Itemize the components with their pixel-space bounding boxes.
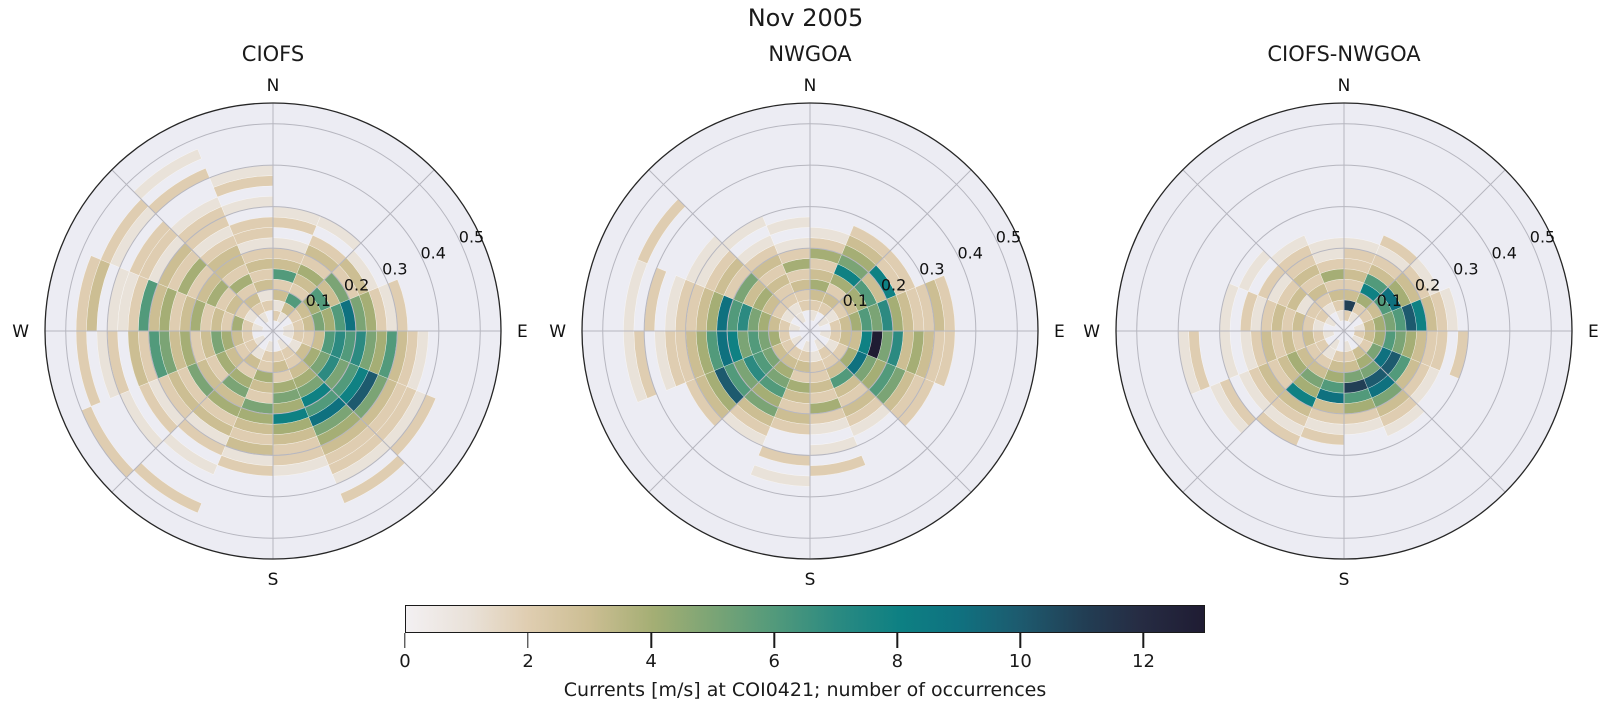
r-tick-label: 0.1 xyxy=(1377,291,1402,310)
compass-label-w: W xyxy=(549,322,566,342)
r-tick-label: 0.2 xyxy=(344,275,369,294)
plot-title-ciofs-nwgoa: CIOFS-NWGOA xyxy=(1267,42,1421,66)
polar-cell xyxy=(1270,234,1309,266)
compass-label-w: W xyxy=(1083,322,1100,342)
grid-spoke xyxy=(111,169,274,332)
colorbar-label: Currents [m/s] at COI0421; number of occ… xyxy=(563,679,1047,701)
colorbar-tick-label: 4 xyxy=(645,651,657,672)
polar-cell xyxy=(75,255,101,332)
plot-title-ciofs: CIOFS xyxy=(241,42,305,66)
compass-label-n: N xyxy=(267,76,280,96)
compass-label-s: S xyxy=(805,570,816,590)
grid-spoke xyxy=(1182,330,1345,493)
colorbar-tick xyxy=(527,633,529,648)
polar-cell xyxy=(133,148,202,200)
colorbar-tick-label: 6 xyxy=(768,651,780,672)
compass-label-n: N xyxy=(1338,76,1351,96)
r-tick-label: 0.1 xyxy=(843,291,868,310)
r-tick-label: 0.1 xyxy=(306,291,331,310)
r-tick-label: 0.3 xyxy=(919,259,944,278)
colorbar-tick xyxy=(1019,633,1022,648)
polar-plot-ciofs: 0.1 0.2 0.3 0.4 0.5 N S W E xyxy=(12,76,528,590)
polar-cell xyxy=(1383,403,1425,437)
polar-cell xyxy=(934,330,956,387)
grid-spoke xyxy=(272,330,435,493)
r-tick-label: 0.5 xyxy=(459,228,484,247)
colorbar-tick-label: 8 xyxy=(891,651,904,672)
compass-label-n: N xyxy=(804,76,817,96)
compass-label-s: S xyxy=(268,570,279,590)
compass-label-e: E xyxy=(517,322,528,342)
r-tick-label: 0.4 xyxy=(420,244,445,263)
colorbar-gradient xyxy=(405,605,1205,633)
colorbar-tick xyxy=(650,633,652,648)
colorbar-tick-label: 10 xyxy=(1008,651,1032,672)
compass-label-e: E xyxy=(1054,322,1065,342)
polar-cell xyxy=(664,275,686,332)
colorbar-tick xyxy=(1142,633,1145,648)
compass-label-s: S xyxy=(1339,570,1350,590)
polar-plot-nwgoa: 0.1 0.2 0.3 0.4 0.5 N S W E xyxy=(549,76,1065,590)
grid-spoke xyxy=(648,330,811,493)
outer-spine xyxy=(44,102,502,560)
colorbar-tick-label: 0 xyxy=(399,651,411,672)
compass-label-e: E xyxy=(1588,322,1599,342)
grid-spoke xyxy=(1343,169,1506,332)
colorbar-tick xyxy=(404,633,406,648)
r-tick-label: 0.3 xyxy=(382,259,407,278)
polar-plot-ciofs-nwgoa: 0.1 0.2 0.3 0.4 0.5 N S W E xyxy=(1083,76,1599,590)
r-tick-label: 0.2 xyxy=(1415,275,1440,294)
figure-suptitle: Nov 2005 xyxy=(747,4,864,32)
colorbar-tick xyxy=(773,633,775,648)
outer-spine xyxy=(581,102,1039,560)
polar-cell xyxy=(750,464,811,487)
plot-title-nwgoa: NWGOA xyxy=(768,42,852,66)
grid-spoke xyxy=(648,169,811,332)
grid-spoke xyxy=(1343,330,1506,493)
r-tick-label: 0.2 xyxy=(881,275,906,294)
compass-label-w: W xyxy=(12,322,29,342)
r-tick-label: 0.4 xyxy=(1491,244,1516,263)
polar-cell xyxy=(340,455,406,504)
r-tick-label: 0.4 xyxy=(957,244,982,263)
colorbar-block: 0 2 4 6 8 10 12 Currents [m/s] at COI0421; num… xyxy=(399,605,1205,715)
colorbar-tick-label: 2 xyxy=(522,651,534,672)
r-tick-label: 0.5 xyxy=(1530,228,1555,247)
outer-spine xyxy=(1115,102,1573,560)
grid-spoke xyxy=(272,169,435,332)
grid-spoke xyxy=(809,330,972,493)
grid-spoke xyxy=(809,169,972,332)
r-tick-label: 0.3 xyxy=(1453,259,1478,278)
grid-spoke xyxy=(111,330,274,493)
colorbar-tick-label: 12 xyxy=(1132,651,1155,672)
grid-spoke xyxy=(1182,169,1345,332)
colorbar-tick xyxy=(896,633,898,648)
r-tick-label: 0.5 xyxy=(996,228,1021,247)
